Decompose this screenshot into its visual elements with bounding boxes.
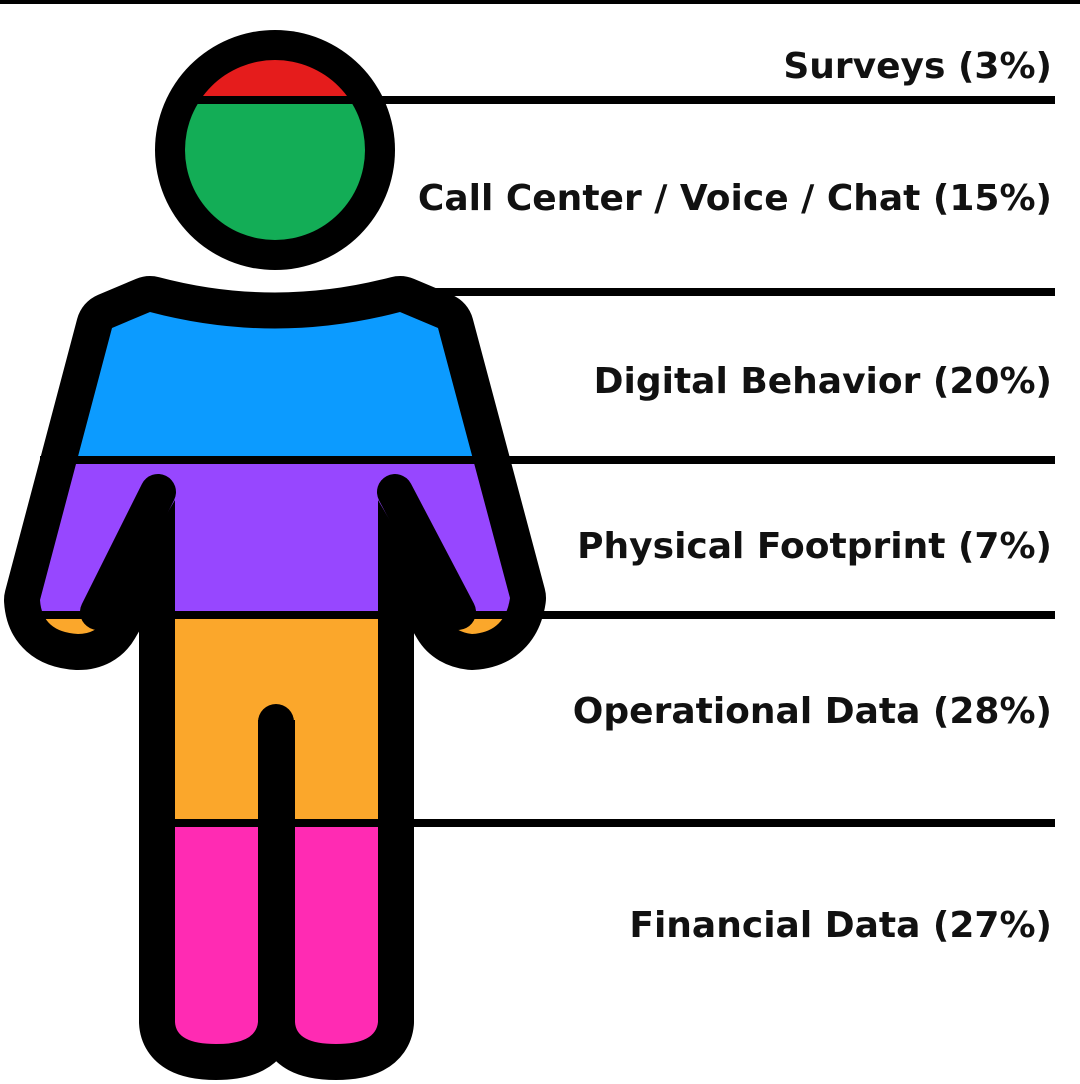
overlay xyxy=(40,96,1055,1058)
divider-line xyxy=(420,288,1055,296)
segment-label: Physical Footprint (7%) xyxy=(577,526,1052,567)
segment-label: Operational Data (28%) xyxy=(573,691,1052,732)
limb-separator xyxy=(80,474,176,630)
divider-line xyxy=(190,96,1055,104)
segment-label: Digital Behavior (20%) xyxy=(594,361,1052,402)
divider-line xyxy=(40,456,1055,464)
limb-separator xyxy=(377,474,476,630)
segment-label: Surveys (3%) xyxy=(783,46,1052,87)
divider-line xyxy=(40,611,1055,619)
segment-fill xyxy=(40,312,510,460)
segment-label: Call Center / Voice / Chat (15%) xyxy=(418,178,1052,219)
labels: Surveys (3%) Call Center / Voice / Chat (… xyxy=(418,46,1052,946)
segment-fill xyxy=(185,100,365,240)
segment-label: Financial Data (27%) xyxy=(629,905,1052,946)
segment-fill xyxy=(40,460,510,615)
divider-line xyxy=(160,819,1055,827)
top-border xyxy=(0,0,1080,4)
